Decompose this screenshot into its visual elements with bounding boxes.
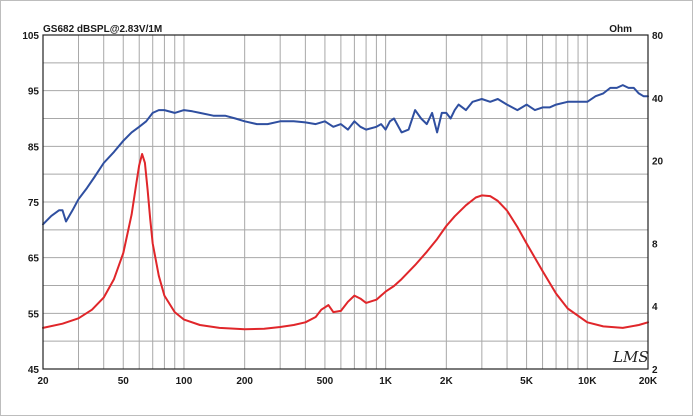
x-tick-label: 50 xyxy=(118,376,130,387)
right-axis-title: Ohm xyxy=(609,24,632,35)
y-tick-label: 65 xyxy=(28,254,40,265)
y2-tick-label: 40 xyxy=(652,94,664,105)
plot-border xyxy=(42,34,649,370)
y-tick-label: 105 xyxy=(22,31,39,42)
x-tick-label: 5K xyxy=(520,376,534,387)
y-tick-label: 55 xyxy=(28,309,40,320)
y-tick-label: 45 xyxy=(28,365,40,376)
x-tick-label: 2K xyxy=(440,376,454,387)
x-tick-label: 500 xyxy=(317,376,334,387)
x-tick-label: 20K xyxy=(639,376,658,387)
y2-tick-label: 80 xyxy=(652,31,664,42)
y2-tick-label: 4 xyxy=(652,302,658,313)
series xyxy=(42,84,649,331)
y-tick-label: 85 xyxy=(28,142,40,153)
lms-watermark: LMS xyxy=(612,348,649,366)
spl-curve xyxy=(42,84,649,226)
impedance-curve xyxy=(42,153,649,331)
y-tick-label: 75 xyxy=(28,198,40,209)
chart-title: GS682 dBSPL@2.83V/1M xyxy=(43,24,162,35)
y2-tick-label: 8 xyxy=(652,239,658,250)
y2-tick-label: 20 xyxy=(652,157,664,168)
x-tick-label: 20 xyxy=(37,376,49,387)
x-tick-label: 200 xyxy=(236,376,253,387)
x-tick-label: 1K xyxy=(379,376,393,387)
y2-tick-label: 2 xyxy=(652,365,658,376)
tick-labels: 20 50 100 200 500 1K 2K 5K 10K 20K 45 55 65 75 85 95 105… xyxy=(22,31,663,387)
y-tick-label: 95 xyxy=(28,87,40,98)
x-tick-label: 100 xyxy=(176,376,193,387)
x-tick-label: 10K xyxy=(578,376,597,387)
